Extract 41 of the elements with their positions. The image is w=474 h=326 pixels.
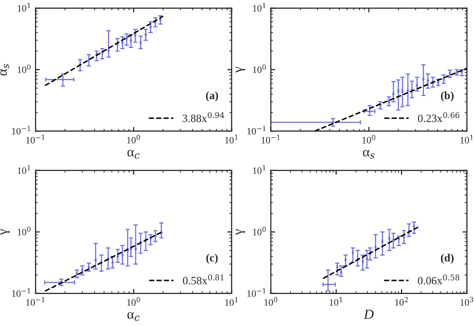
y-tick-label: 10$^{−1}$	[247, 288, 266, 297]
y-axis-title: γ	[236, 229, 246, 236]
x-tick-label: 10$^{1}$	[460, 134, 473, 144]
y-axis-title: γ	[0, 229, 10, 236]
annotation: (d)	[440, 254, 454, 264]
x-tick-label: 10$^{0}$	[264, 297, 278, 306]
y-tick-label: 10$^{1}$	[253, 165, 266, 174]
x-tick-label: 10$^{0}$	[127, 297, 140, 306]
x-axis-title: α$_{s}$	[363, 150, 375, 159]
legend-label: 0.58x$^{0.81}$	[182, 274, 224, 284]
x-tick-label: 10$^{2}$	[395, 297, 408, 306]
x-tick-label: 10$^{−1}$	[26, 134, 44, 144]
y-axis-title: γ	[236, 66, 246, 73]
y-tick-label: 10$^{1}$	[18, 165, 30, 174]
x-tick-label: 10$^{3}$	[460, 297, 474, 306]
x-tick-label: 10$^{1}$	[330, 297, 342, 306]
legend-label: 3.88x$^{0.94}$	[182, 112, 224, 122]
x-axis-title: D	[364, 310, 374, 319]
y-tick-label: 10$^{1}$	[253, 2, 266, 12]
x-axis-title: α$_{c}$	[127, 312, 140, 321]
x-tick-label: 10$^{1}$	[225, 134, 238, 144]
x-tick-label: 10$^{0}$	[362, 134, 376, 144]
y-tick-label: 10$^{0}$	[253, 226, 266, 236]
x-tick-label: 10$^{−1}$	[262, 134, 280, 144]
y-axis-title: α$_{s}$	[0, 64, 10, 76]
annotation: (c)	[206, 254, 218, 264]
annotation: (b)	[440, 91, 454, 102]
x-tick-label: 10$^{1}$	[225, 297, 238, 306]
y-tick-label: 10$^{0}$	[18, 226, 31, 236]
y-tick-label: 10$^{0}$	[253, 64, 266, 74]
legend-label: 0.06x$^{0.58}$	[418, 274, 460, 284]
y-tick-label: 10$^{−1}$	[12, 126, 30, 134]
x-tick-label: 10$^{0}$	[127, 134, 140, 144]
y-tick-label: 10$^{−1}$	[12, 288, 30, 297]
y-tick-label: 10$^{0}$	[18, 64, 31, 74]
y-tick-label: 10$^{1}$	[18, 2, 30, 12]
x-tick-label: 10$^{−1}$	[26, 297, 44, 306]
annotation: (a)	[206, 91, 218, 102]
y-tick-label: 10$^{−1}$	[247, 126, 266, 134]
x-axis-title: α$_{c}$	[127, 150, 140, 159]
legend-label: 0.23x$^{0.66}$	[418, 112, 460, 122]
